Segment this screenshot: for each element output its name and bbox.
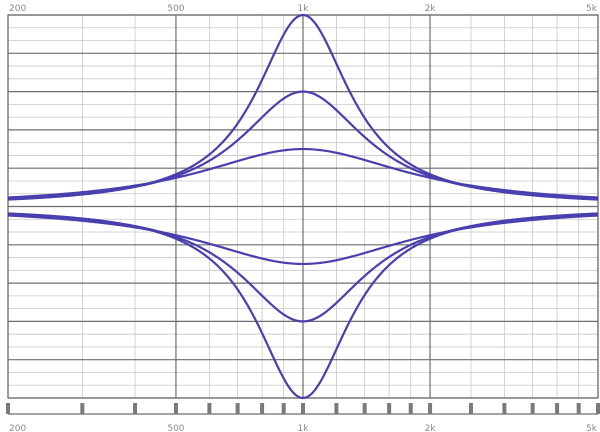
ruler-tick (6, 403, 10, 414)
ruler-tick (468, 403, 473, 414)
tick-label-bottom: 200 (9, 424, 26, 432)
tick-label-top: 2k (425, 4, 437, 14)
ruler-tick (576, 403, 581, 414)
ruler-tick (301, 403, 305, 414)
tick-label-top: 5k (586, 4, 598, 14)
top-frequency-labels: 200 500 1k 2k 5k (9, 4, 598, 14)
major-gridlines (7, 14, 599, 399)
bottom-ruler-ticks (6, 403, 600, 415)
ruler-tick (387, 403, 392, 414)
ruler-tick (596, 403, 600, 414)
ruler-tick (235, 403, 240, 414)
tick-label-bottom: 2k (425, 424, 437, 432)
tick-label-bottom: 5k (586, 424, 598, 432)
ruler-tick (408, 403, 413, 414)
ruler-tick (207, 403, 212, 414)
ruler-tick (530, 403, 535, 414)
tick-label-top: 1k (298, 4, 310, 14)
ruler-tick (334, 403, 339, 414)
ruler-tick (555, 403, 560, 414)
response-curve-4 (7, 214, 599, 266)
response-curve-2 (7, 90, 599, 201)
ruler-tick (502, 403, 507, 414)
tick-label-top: 500 (167, 4, 184, 14)
response-curves (7, 13, 599, 400)
ruler-tick (281, 403, 286, 414)
tick-label-bottom: 500 (167, 424, 184, 432)
bottom-frequency-labels: 200 500 1k 2k 5k (9, 424, 598, 432)
ruler-tick (260, 403, 265, 414)
ruler-tick (362, 403, 367, 414)
ruler-tick (173, 403, 178, 414)
tick-label-top: 200 (9, 4, 26, 14)
ruler-tick (428, 403, 433, 414)
tick-label-bottom: 1k (298, 424, 310, 432)
ruler-tick (80, 403, 85, 414)
ruler-tick (133, 403, 138, 414)
response-curve-3 (7, 147, 599, 199)
response-curve-6 (7, 212, 599, 400)
